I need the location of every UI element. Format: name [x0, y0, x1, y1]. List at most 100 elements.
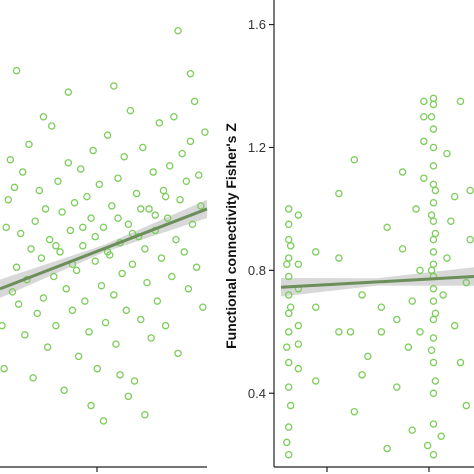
right-data-point: [437, 432, 445, 441]
right-data-point: [398, 245, 407, 253]
left-data-point: [21, 331, 29, 339]
right-data-point: [393, 315, 401, 324]
right-data-point: [311, 303, 320, 311]
left-data-point: [124, 392, 133, 401]
right-data-point: [311, 248, 320, 256]
left-data-point: [74, 352, 83, 361]
right-data-point: [286, 303, 295, 311]
left-data-point: [99, 223, 108, 232]
right-data-point: [429, 180, 438, 189]
left-data-point: [118, 269, 126, 278]
left-data-point: [186, 69, 195, 78]
right-data-point: [284, 450, 293, 459]
right-data-point: [450, 321, 459, 330]
left-data-point: [31, 217, 39, 225]
left-data-point: [35, 186, 44, 195]
left-data-point: [174, 26, 182, 35]
left-data-point: [161, 321, 170, 330]
left-data-point: [145, 205, 153, 213]
left-data-point: [141, 245, 149, 253]
left-data-point: [91, 257, 99, 265]
left-panel: [0, 26, 209, 472]
left-data-point: [79, 223, 87, 232]
right-data-point: [420, 137, 428, 146]
left-data-point: [68, 306, 77, 315]
right-regression-line: [280, 275, 474, 289]
left-data-point: [14, 300, 23, 308]
left-data-point: [16, 229, 25, 238]
right-data-point: [284, 220, 293, 229]
right-data-point: [427, 346, 436, 354]
left-data-point: [101, 318, 110, 327]
left-data-point: [176, 195, 184, 204]
right-data-point: [420, 97, 428, 106]
left-data-point: [79, 242, 87, 250]
right-data-point: [429, 315, 438, 324]
right-data-point: [284, 205, 293, 213]
left-data-point: [165, 162, 174, 170]
left-data-point: [52, 242, 60, 250]
right-data-point: [420, 113, 428, 121]
right-data-point: [431, 229, 440, 238]
right-data-point: [358, 291, 366, 299]
right-data-point: [398, 168, 407, 176]
right-data-point: [443, 254, 451, 262]
right-data-point: [429, 199, 438, 207]
left-data-point: [66, 226, 75, 235]
right-data-point: [427, 211, 436, 219]
left-data-point: [120, 152, 128, 161]
left-data-point: [87, 401, 95, 410]
left-data-point: [89, 146, 97, 155]
right-data-point: [416, 328, 424, 336]
right-y-tick-label: 0.4: [248, 386, 266, 401]
left-data-point: [128, 260, 137, 268]
left-data-point: [25, 140, 33, 149]
left-data-point: [97, 281, 106, 290]
right-data-point: [423, 441, 432, 450]
right-data-point: [427, 266, 436, 275]
left-data-point: [110, 82, 118, 90]
left-data-point: [197, 202, 205, 210]
right-data-point: [408, 426, 416, 434]
left-data-point: [188, 220, 197, 229]
left-data-point: [85, 328, 93, 336]
left-data-point: [4, 195, 13, 204]
right-data-point: [429, 420, 438, 428]
left-data-point: [114, 174, 122, 182]
left-data-point: [72, 266, 81, 275]
right-data-point: [284, 309, 293, 318]
right-data-point: [284, 358, 293, 367]
left-data-point: [93, 364, 102, 373]
left-data-point: [159, 186, 168, 195]
right-data-point: [350, 156, 359, 164]
right-data-point: [429, 389, 438, 398]
left-data-point: [190, 97, 199, 106]
left-data-point: [184, 285, 193, 293]
left-data-point: [12, 263, 21, 272]
left-data-point: [130, 377, 139, 385]
left-data-point: [64, 88, 73, 96]
left-data-point: [137, 315, 145, 324]
left-data-point: [39, 294, 48, 302]
right-fit-line: [280, 275, 474, 289]
left-data-point: [99, 417, 108, 425]
left-data-point: [54, 177, 62, 186]
left-data-point: [151, 211, 159, 219]
right-data-point: [283, 343, 291, 351]
left-data-point: [83, 192, 91, 201]
left-data-point: [201, 128, 209, 136]
right-data-point: [466, 235, 474, 244]
left-data-point: [58, 208, 66, 216]
right-data-point: [284, 291, 293, 299]
left-data-point: [60, 386, 68, 394]
right-data-point: [429, 125, 438, 133]
left-data-point: [27, 245, 35, 253]
left-data-point: [110, 291, 118, 299]
right-data-point: [466, 186, 474, 195]
left-data-point: [70, 199, 79, 207]
right-data-point: [462, 278, 471, 287]
right-panel: 0.4 0.8 1.2 1.6 Functional connectivity Fis…: [223, 0, 474, 472]
right-data-point: [364, 352, 372, 361]
right-data-point: [420, 174, 428, 182]
left-fit-line: [0, 207, 208, 291]
